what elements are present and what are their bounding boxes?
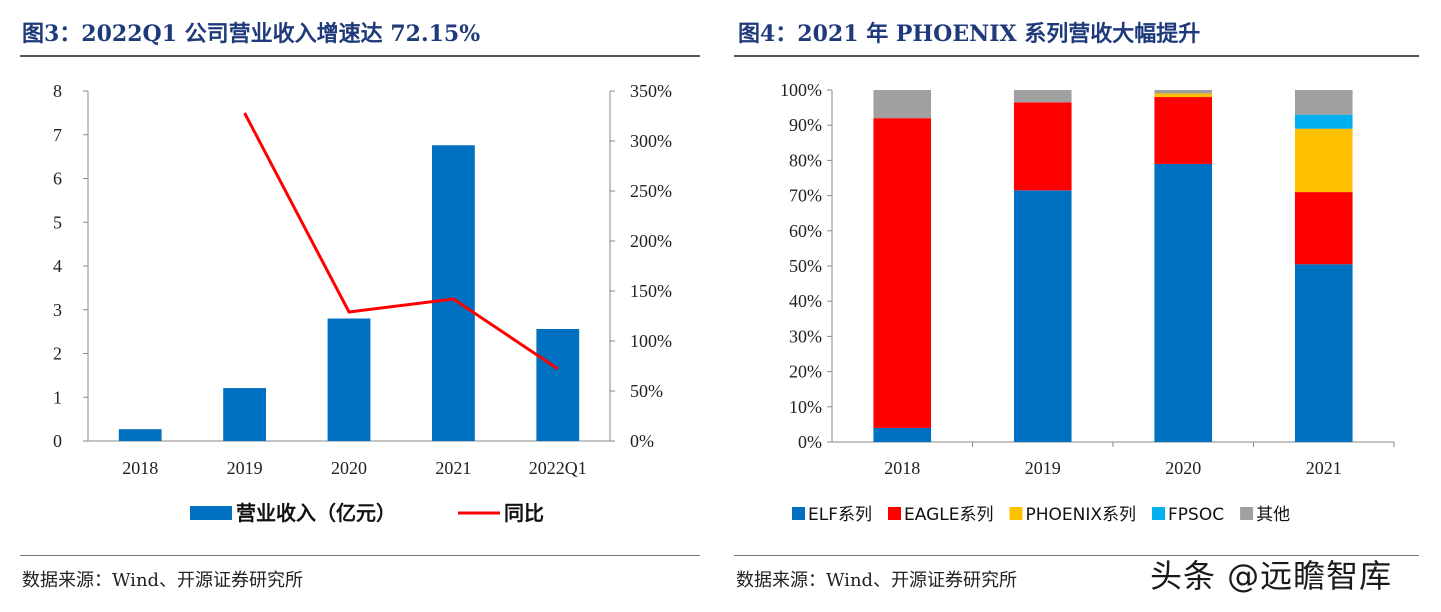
right-figure-panel: 图4：2021 年 PHOENIX 系列营收大幅提升 0% 10% 20% 30% 40… — [730, 0, 1441, 612]
y-tick-label: 0% — [798, 432, 822, 452]
legend-label: 其他 — [1256, 505, 1290, 525]
right-title-rule — [734, 55, 1419, 57]
y-tick-label: 80% — [789, 150, 822, 170]
stacked-segment — [1154, 163, 1213, 443]
watermark-logo-text: 头条 @远瞻智库 — [1150, 557, 1393, 595]
y-tick-label: 40% — [789, 291, 822, 311]
legend-swatch — [1152, 507, 1166, 520]
x-tick-label: 2021 — [435, 458, 471, 478]
legend-swatch — [1009, 507, 1023, 520]
left-figure-panel: 图3：2022Q1 公司营业收入增速达 72.15% 0 1 2 3 4 5 6 7 8 0% 50… — [0, 0, 705, 612]
right-source-rule — [734, 555, 1419, 556]
right-y-tick-label: 200% — [630, 231, 672, 251]
stacked-segment — [1154, 90, 1213, 94]
x-tick-label: 2022Q1 — [529, 458, 587, 478]
x-tick-label: 2019 — [1025, 458, 1061, 478]
legend-growth-label: 同比 — [504, 501, 544, 525]
right-source-text: 数据来源：Wind、开源证券研究所 — [736, 570, 1018, 591]
left-y-tick-label: 1 — [53, 387, 62, 407]
right-y-tick-label: 350% — [630, 81, 672, 101]
left-y-tick-label: 4 — [53, 256, 62, 276]
legend-swatch — [792, 507, 805, 520]
x-tick-label: 2020 — [1165, 458, 1201, 478]
stacked-segment — [1294, 192, 1353, 265]
series-share-chart: 0% 10% 20% 30% 40% 50% 60% 70% 80% 90% 100% 2018 201… — [780, 80, 1395, 525]
revenue-bar — [431, 145, 475, 441]
revenue-bar — [536, 329, 580, 441]
revenue-bar — [118, 429, 162, 441]
legend-label: EAGLE系列 — [904, 505, 993, 525]
left-title-rule — [20, 55, 700, 57]
x-tick-label: 2018 — [884, 458, 920, 478]
left-y-tick-label: 5 — [53, 212, 62, 232]
y-tick-label: 60% — [789, 221, 822, 241]
revenue-bar — [327, 318, 371, 441]
stacked-segment — [1294, 114, 1353, 129]
legend-label: FPSOC — [1168, 505, 1224, 525]
legend-revenue-label: 营业收入（亿元） — [236, 501, 396, 525]
right-y-tick-label: 0% — [630, 431, 654, 451]
legend-swatch — [1240, 507, 1254, 520]
stacked-segment — [1294, 264, 1353, 442]
left-y-tick-label: 3 — [53, 300, 62, 320]
right-y-tick-label: 150% — [630, 281, 672, 301]
y-tick-label: 100% — [780, 80, 822, 100]
y-tick-label: 30% — [789, 326, 822, 346]
stacked-segment — [1154, 97, 1213, 164]
x-tick-label: 2019 — [227, 458, 263, 478]
y-tick-label: 90% — [789, 115, 822, 135]
stacked-segment — [1013, 190, 1072, 442]
left-source-text: 数据来源：Wind、开源证券研究所 — [22, 570, 304, 591]
x-tick-label: 2018 — [122, 458, 158, 478]
stacked-segment — [1294, 128, 1353, 193]
right-y-tick-label: 300% — [630, 131, 672, 151]
y-tick-label: 20% — [789, 362, 822, 382]
x-tick-label: 2021 — [1306, 458, 1342, 478]
stacked-segment — [1154, 93, 1213, 98]
left-source-rule — [20, 555, 700, 556]
stacked-segment — [1013, 102, 1072, 191]
stacked-segment — [1294, 90, 1353, 115]
legend-label: ELF系列 — [808, 505, 872, 525]
right-figure-title: 图4：2021 年 PHOENIX 系列营收大幅提升 — [738, 21, 1201, 47]
revenue-bar — [223, 388, 267, 441]
stacked-segment — [1013, 90, 1072, 103]
legend-label: PHOENIX系列 — [1025, 505, 1136, 525]
legend-swatch — [888, 507, 901, 520]
left-figure-title: 图3：2022Q1 公司营业收入增速达 72.15% — [22, 21, 481, 47]
left-y-tick-label: 2 — [53, 344, 62, 364]
growth-line — [243, 112, 559, 371]
legend-revenue-swatch — [190, 506, 232, 520]
x-tick-label: 2020 — [331, 458, 367, 478]
right-y-tick-label: 100% — [630, 331, 672, 351]
stacked-segment — [873, 427, 932, 442]
y-tick-label: 50% — [789, 256, 822, 276]
y-tick-label: 10% — [789, 397, 822, 417]
stacked-segment — [873, 90, 932, 119]
left-y-tick-label: 7 — [53, 125, 62, 145]
right-y-tick-label: 250% — [630, 181, 672, 201]
left-y-tick-label: 0 — [53, 431, 62, 451]
stacked-segment — [873, 118, 932, 428]
revenue-growth-chart: 0 1 2 3 4 5 6 7 8 0% 50% 100% 150% 200% 250% 300% 350% 20… — [53, 81, 672, 525]
right-y-tick-label: 50% — [630, 381, 663, 401]
left-y-tick-label: 6 — [53, 169, 62, 189]
y-tick-label: 70% — [789, 186, 822, 206]
left-y-tick-label: 8 — [53, 81, 62, 101]
